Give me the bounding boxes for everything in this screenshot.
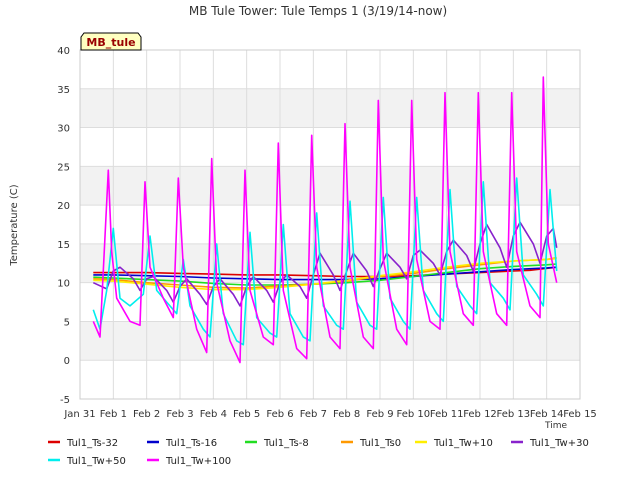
x-tick-label: Feb 8 (333, 409, 360, 420)
background-bands (80, 88, 580, 361)
y-axis-ticks: -5 0 5 10 15 20 25 30 35 40 (57, 46, 70, 406)
x-tick-label: Feb 6 (266, 409, 293, 420)
x-tick-label: Feb 2 (133, 409, 160, 420)
y-axis-label: Temperature (C) (9, 184, 20, 266)
x-tick-label: Feb 3 (166, 409, 193, 420)
legend-item: Tul1_Tw+30 (511, 438, 589, 449)
x-axis-ticks: Jan 31 Feb 1 Feb 2 Feb 3 Feb 4 Feb 5 Feb 6 Feb … (63, 409, 596, 420)
background-band (80, 166, 580, 206)
x-tick-label: Feb 13 (497, 409, 531, 420)
legend-item: Tul1_Ts-8 (245, 438, 309, 449)
legend: Tul1_Ts-32 Tul1_Ts-16 Tul1_Ts-8 Tul1_Ts0 Tul… (48, 438, 589, 467)
legend-label: Tul1_Ts0 (359, 438, 401, 449)
y-tick-label: 20 (57, 201, 70, 212)
y-tick-label: 30 (57, 124, 70, 135)
y-tick-label: 40 (57, 46, 70, 57)
x-tick-label: Feb 14 (530, 409, 564, 420)
y-tick-label: -5 (60, 395, 70, 406)
background-band (80, 88, 580, 128)
legend-label: Tul1_Ts-8 (263, 438, 309, 449)
x-tick-label: Feb 11 (430, 409, 464, 420)
series-line-tul1-ts-16 (93, 266, 557, 281)
legend-label: Tul1_Tw+30 (529, 438, 589, 449)
x-tick-label: Feb 9 (366, 409, 393, 420)
y-tick-label: 15 (57, 240, 70, 251)
legend-item: Tul1_Tw+10 (415, 438, 493, 449)
x-tick-label: Feb 10 (397, 409, 431, 420)
site-label: MB_tule (86, 36, 135, 49)
legend-item: Tul1_Tw+100 (147, 456, 231, 467)
series-line-tul1-tw-30 (92, 221, 558, 307)
series-line-tul1-tw-10 (93, 257, 557, 291)
legend-label: Tul1_Tw+50 (66, 456, 126, 467)
x-tick-label: Feb 5 (233, 409, 260, 420)
series-layer (92, 76, 558, 364)
x-tick-label: Feb 7 (300, 409, 327, 420)
site-label-box: MB_tule (80, 32, 142, 51)
x-tick-label: Jan 31 (63, 409, 95, 420)
legend-label: Tul1_Ts-16 (165, 438, 217, 449)
series-line-tul1-ts-32 (93, 266, 557, 278)
legend-label: Tul1_Ts-32 (66, 438, 118, 449)
background-band (80, 321, 580, 361)
legend-label: Tul1_Tw+100 (165, 456, 231, 467)
y-tick-label: 0 (64, 356, 70, 367)
plot-area-border (79, 49, 581, 400)
y-tick-label: 5 (64, 317, 70, 328)
legend-item: Tul1_Ts-16 (147, 438, 217, 449)
x-tick-label: Feb 12 (463, 409, 497, 420)
y-tick-label: 10 (57, 279, 70, 290)
legend-item: Tul1_Tw+50 (48, 456, 126, 467)
x-axis-label: Time (544, 421, 567, 431)
y-tick-label: 25 (57, 162, 70, 173)
x-tick-label: Feb 4 (200, 409, 227, 420)
x-tick-label: Feb 15 (563, 409, 597, 420)
chart-title: MB Tule Tower: Tule Temps 1 (3/19/14-now… (189, 4, 447, 18)
legend-label: Tul1_Tw+10 (433, 438, 493, 449)
legend-item: Tul1_Ts-32 (48, 438, 118, 449)
legend-item: Tul1_Ts0 (341, 438, 401, 449)
y-tick-label: 35 (57, 85, 70, 96)
x-tick-label: Feb 1 (100, 409, 127, 420)
series-line-tul1-tw-100 (92, 76, 558, 364)
